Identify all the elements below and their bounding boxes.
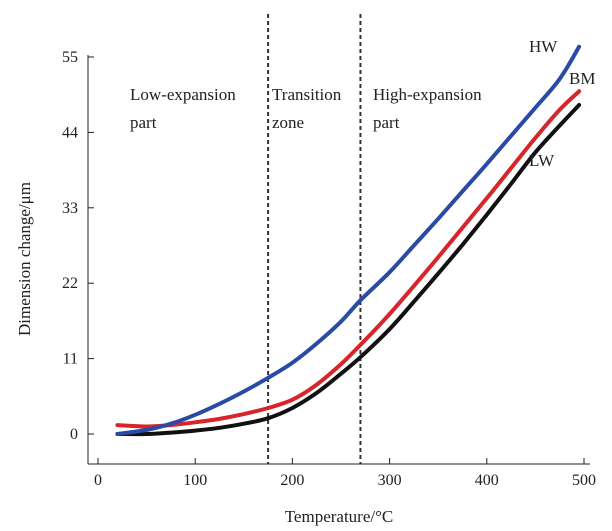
axes [88,55,590,464]
x-axis-title: Temperature/°C [285,507,394,526]
y-tick-label: 44 [62,124,78,141]
region-low-expansion-line1: Low-expansion [130,85,236,104]
series-lines [117,47,579,434]
y-tick-label: 22 [62,275,78,292]
series-line-lw [117,105,579,434]
region-transition-line1: Transition [272,85,342,104]
region-low-expansion-line2: part [130,113,157,132]
region-high-expansion-line1: High-expansion [373,85,482,104]
region-transition-line2: zone [272,113,304,132]
series-line-bm [117,91,579,426]
y-axis-title: Dimension change/μm [15,182,34,336]
series-line-hw [117,47,579,434]
x-tick-label: 0 [94,472,102,489]
x-tick-label: 400 [475,472,499,489]
x-tick-label: 300 [378,472,402,489]
x-tick-label: 100 [183,472,207,489]
region-high-expansion-line2: part [373,113,400,132]
series-label-lw: LW [529,151,555,170]
y-tick-label: 55 [62,49,78,66]
y-tick-label: 0 [70,426,78,443]
series-label-bm: BM [569,69,595,88]
x-tick-label: 200 [280,472,304,489]
y-tick-label: 33 [62,200,78,217]
x-tick-label: 500 [572,472,596,489]
y-tick-label: 11 [63,351,78,368]
series-label-hw: HW [529,37,558,56]
